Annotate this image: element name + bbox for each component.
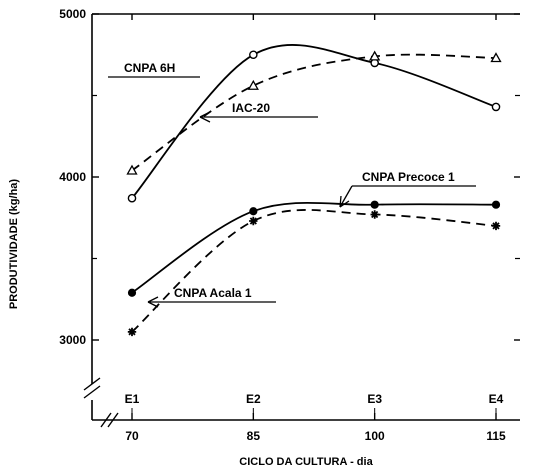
annotation-cnpa-6h: CNPA 6H	[124, 61, 175, 75]
annotation-arrow-cnpa-acala-1	[147, 296, 159, 308]
marker-cnpa-acala-1	[491, 221, 501, 231]
series-line-iac-20	[131, 53, 497, 172]
x-tick-label: 115	[486, 429, 506, 443]
stage-label: E3	[367, 392, 382, 406]
stage-label: E4	[489, 392, 504, 406]
annotation-leader-cnpa-precoce-1-slant	[339, 185, 353, 208]
stage-label: E1	[125, 392, 140, 406]
annotation-arrow-cnpa-precoce-1	[339, 195, 350, 208]
marker-cnpa-precoce-1	[491, 200, 501, 209]
marker-cnpa-acala-1	[249, 216, 258, 226]
y-tick-label: 4000	[59, 170, 86, 184]
annotation-iac-20: IAC-20	[232, 101, 270, 115]
x-tick-labels: 70 85 100 115	[125, 429, 506, 443]
x-tick-label: 100	[365, 429, 385, 443]
series-markers	[126, 50, 502, 337]
y-tick-labels: 3000 4000 5000	[59, 7, 86, 347]
series-line-cnpa-acala-1	[131, 209, 497, 333]
marker-cnpa-acala-1	[127, 327, 137, 337]
series-line-cnpa-6h	[131, 44, 497, 199]
annotation-cnpa-acala-1: CNPA Acala 1	[174, 286, 252, 300]
y-tick-label: 5000	[59, 7, 86, 21]
stage-label: E2	[246, 392, 261, 406]
marker-cnpa-6h	[491, 102, 501, 112]
y-axis-break-icon	[83, 377, 101, 399]
marker-cnpa-precoce-1	[249, 207, 258, 216]
marker-cnpa-precoce-1	[127, 288, 137, 297]
tick-marks	[92, 13, 520, 420]
marker-iac-20	[369, 50, 381, 61]
series-annotations: CNPA 6H IAC-20 CNPA Precoce 1 CNPA Acala…	[108, 61, 476, 308]
axes	[83, 13, 520, 428]
marker-iac-20	[490, 52, 502, 63]
x-axis-label: CICLO DA CULTURA - dia	[239, 456, 373, 468]
marker-cnpa-6h	[249, 50, 258, 60]
marker-iac-20	[247, 79, 259, 90]
x-axis-break-icon	[100, 412, 119, 428]
marker-iac-20	[126, 164, 138, 175]
x-tick-label: 85	[247, 429, 261, 443]
y-axis-label: PRODUTIVIDADE (kg/ha)	[8, 179, 20, 310]
marker-cnpa-acala-1	[370, 210, 379, 219]
series-line-cnpa-precoce-1	[131, 201, 497, 294]
series-lines	[131, 44, 497, 333]
marker-cnpa-precoce-1	[370, 200, 379, 209]
x-tick-label: 70	[125, 429, 139, 443]
annotation-arrow-iac-20	[199, 111, 211, 123]
y-tick-label: 3000	[59, 333, 86, 347]
stage-labels: E1 E2 E3 E4	[125, 392, 504, 406]
annotation-cnpa-precoce-1: CNPA Precoce 1	[362, 170, 455, 184]
marker-cnpa-6h	[127, 193, 137, 203]
